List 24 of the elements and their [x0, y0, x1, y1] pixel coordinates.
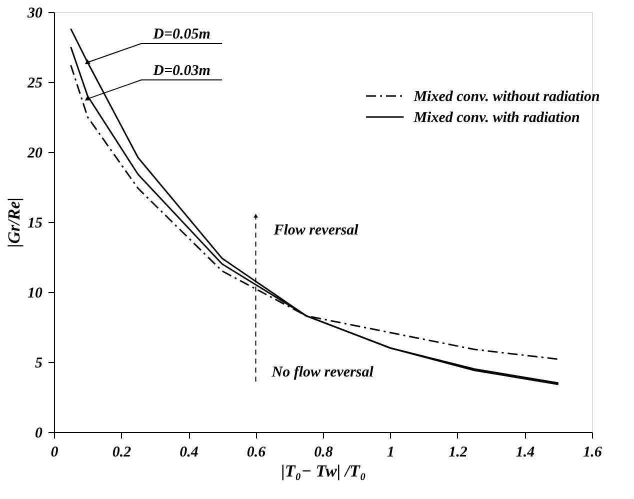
y-tick-label: 20 — [26, 146, 43, 162]
y-axis-title: |Gr/Re| — [4, 198, 24, 248]
x-tick-label: 0.8 — [314, 444, 334, 460]
y-tick-label: 15 — [28, 216, 43, 232]
y-tick-label: 0 — [35, 426, 43, 442]
annotation: Flow reversal — [272, 222, 360, 239]
legend-label: Mixed conv. with radiation — [412, 110, 580, 126]
legend-label: Mixed conv. without radiation — [412, 89, 600, 105]
annotation: D=0.05m — [152, 26, 210, 42]
x-tick-label: 0.2 — [112, 444, 132, 460]
y-tick-label: 30 — [26, 6, 43, 22]
x-tick-label: 1.2 — [448, 444, 468, 460]
x-tick-label: 0 — [50, 444, 59, 460]
x-tick-label: 0.4 — [180, 444, 199, 460]
x-tick-label: 1.6 — [583, 444, 602, 460]
x-tick-label: 1.4 — [516, 444, 536, 460]
y-tick-label: 5 — [35, 356, 43, 372]
y-tick-label: 10 — [28, 286, 43, 302]
x-axis-title: |T₀− Tw| /T₀ — [281, 462, 366, 480]
y-tick-label: 25 — [26, 76, 43, 92]
x-tick-label: 0.6 — [246, 444, 266, 460]
annotation: D=0.03m — [152, 62, 210, 79]
annotation: No flow reversal — [270, 364, 374, 381]
x-tick-label: 1 — [387, 444, 394, 460]
